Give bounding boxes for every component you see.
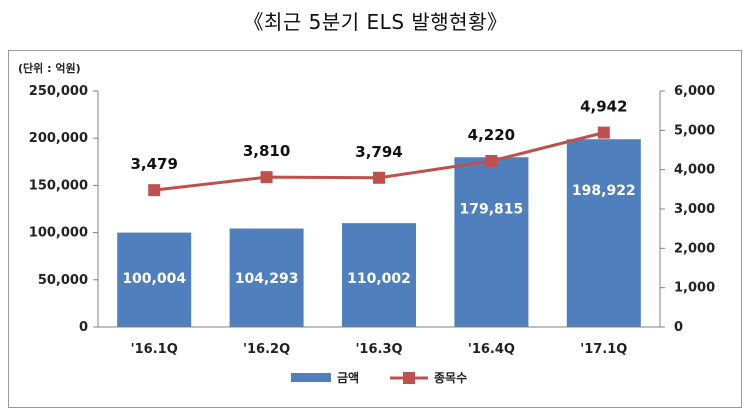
x-tick-label: '16.3Q xyxy=(355,342,402,357)
x-tick-label: '16.4Q xyxy=(468,342,515,357)
x-tick-label: '17.1Q xyxy=(580,342,627,357)
legend-line-marker xyxy=(403,372,415,384)
bar-value-label: 100,004 xyxy=(122,271,186,287)
line-value-label: 3,794 xyxy=(355,143,402,161)
left-tick-label: 0 xyxy=(79,320,88,335)
right-tick-label: 3,000 xyxy=(674,202,715,217)
x-tick-label: '16.1Q xyxy=(131,342,178,357)
left-tick-label: 100,000 xyxy=(29,226,88,241)
legend: 금액 종목수 xyxy=(291,371,467,385)
line-value-label: 3,479 xyxy=(130,155,177,173)
right-tick-label: 5,000 xyxy=(674,123,715,138)
line-series: 3,479 3,810 3,794 4,220 4,942 xyxy=(130,98,628,197)
legend-bar-swatch xyxy=(291,373,331,382)
legend-line-label: 종목수 xyxy=(434,371,467,385)
bar xyxy=(229,228,304,327)
line-value-label: 4,220 xyxy=(468,126,515,144)
bar xyxy=(566,139,641,327)
line-marker xyxy=(373,171,385,184)
line-value-label: 3,810 xyxy=(243,142,290,160)
line-marker xyxy=(260,171,273,184)
right-tick-label: 0 xyxy=(674,320,683,335)
right-tick-label: 1,000 xyxy=(674,281,715,296)
bar xyxy=(117,232,192,327)
left-tick-label: 250,000 xyxy=(29,84,88,99)
unit-label: (단위 : 억원) xyxy=(18,61,81,75)
left-tick-label: 200,000 xyxy=(29,131,88,146)
bar-value-label: 110,002 xyxy=(347,271,411,287)
left-tick-label: 50,000 xyxy=(38,273,88,288)
bar xyxy=(342,223,416,327)
line-marker xyxy=(485,155,498,168)
line-marker xyxy=(148,184,161,197)
bar-series: 100,004 104,293 110,002 179,815 198,922 xyxy=(117,139,641,327)
right-y-axis: 0 1,000 2,000 3,000 4,000 5,000 6,000 xyxy=(659,84,715,335)
right-tick-label: 6,000 xyxy=(674,84,715,99)
bar-value-label: 198,922 xyxy=(572,183,636,199)
line-marker xyxy=(597,126,610,139)
legend-bar-label: 금액 xyxy=(337,371,359,385)
x-axis: '16.1Q '16.2Q '16.3Q '16.4Q '17.1Q xyxy=(98,326,660,357)
left-tick-label: 150,000 xyxy=(29,178,88,193)
chart-title: 《최근 5분기 ELS 발행현황》 xyxy=(243,10,508,34)
bar xyxy=(454,157,529,327)
left-y-axis: 0 50,000 100,000 150,000 200,000 250,000 xyxy=(29,84,99,335)
bar-value-label: 179,815 xyxy=(460,201,524,217)
bar-value-label: 104,293 xyxy=(235,271,299,287)
right-tick-label: 2,000 xyxy=(674,241,715,256)
right-tick-label: 4,000 xyxy=(674,163,715,178)
chart-frame xyxy=(8,50,742,408)
line-value-label: 4,942 xyxy=(580,98,627,116)
x-tick-label: '16.2Q xyxy=(243,342,290,357)
